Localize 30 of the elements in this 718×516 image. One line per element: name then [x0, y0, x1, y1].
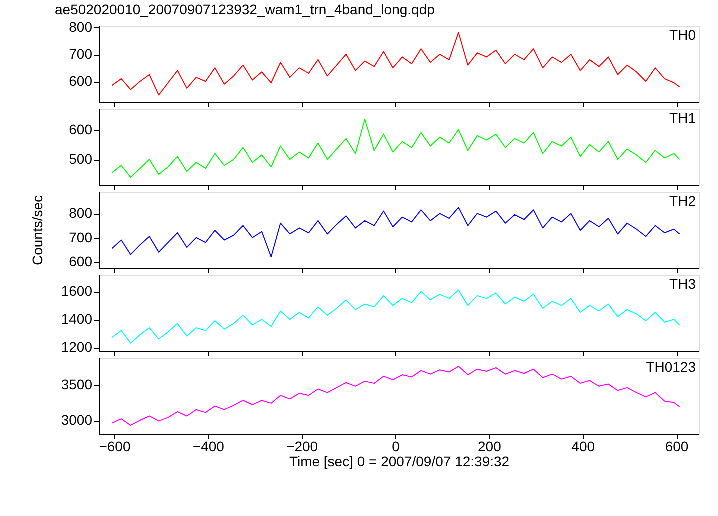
x-tick-label: 200: [478, 438, 502, 454]
y-tick-label: 800: [69, 205, 93, 222]
x-axis-title: Time [sec] 0 = 2007/09/07 12:39:32: [289, 454, 510, 470]
x-tick-label: 600: [665, 438, 689, 454]
y-tick-label: 1600: [61, 283, 93, 300]
text: TH1: [670, 110, 696, 126]
x-tick-label: 0: [392, 438, 400, 454]
series-label: TH2: [670, 193, 696, 209]
text: TH0: [670, 27, 696, 43]
series-label: TH3: [670, 276, 696, 292]
y-tick-label: 800: [69, 18, 93, 35]
x-tick-label: −200: [286, 438, 318, 454]
y-tick-label: 700: [69, 46, 93, 62]
y-tick-label: 3500: [61, 376, 93, 392]
y-tick-label: 1200: [61, 339, 93, 356]
x-tick-label: −600: [99, 438, 131, 454]
y-tick-label: 1400: [61, 311, 93, 328]
y-axis-title: Counts/sec: [30, 195, 46, 266]
chart-title: ae502020010_20070907123932_wam1_trn_4band_long.qdp: [55, 1, 436, 18]
y-tick-label: 3000: [61, 412, 93, 428]
x-tick-label: −400: [192, 438, 225, 454]
line-series: [112, 207, 680, 258]
line-series: [112, 290, 680, 344]
y-tick-label: 600: [69, 253, 93, 270]
y-tick-label: 600: [69, 121, 93, 138]
y-tick-label: 600: [69, 73, 93, 90]
y-tick-label: 700: [69, 229, 93, 246]
y-tick-label: 500: [69, 151, 93, 168]
series-label: TH0123: [646, 359, 696, 375]
x-tick-label: 400: [572, 438, 596, 454]
